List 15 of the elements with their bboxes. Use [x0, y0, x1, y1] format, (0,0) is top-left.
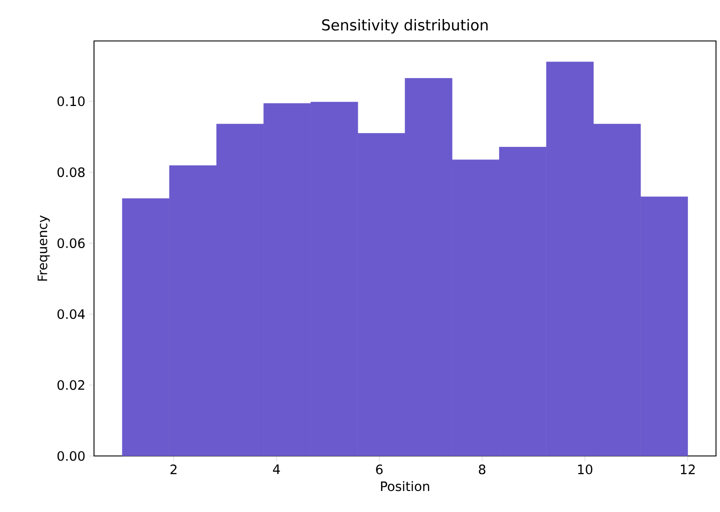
x-tick-label: 2: [170, 464, 177, 474]
y-tick-label: 0.04: [58, 309, 85, 320]
y-tick-label: 0.02: [58, 380, 84, 390]
y-tick-label: 0.08: [58, 167, 85, 178]
y-tick-label: 0.00: [58, 451, 85, 461]
y-tick-label: 0.06: [58, 238, 85, 248]
y-tick-label: 0.10: [58, 96, 85, 106]
x-tick-label: 4: [273, 464, 280, 474]
chart-title: Sensitivity distribution: [322, 19, 488, 34]
x-tick-label: 6: [376, 464, 383, 474]
x-tick-label: 12: [680, 464, 695, 474]
x-axis-title: Position: [381, 481, 430, 492]
x-tick-label: 10: [578, 464, 592, 474]
y-axis-title: Frequency: [38, 215, 50, 281]
x-tick-label: 8: [478, 464, 486, 474]
